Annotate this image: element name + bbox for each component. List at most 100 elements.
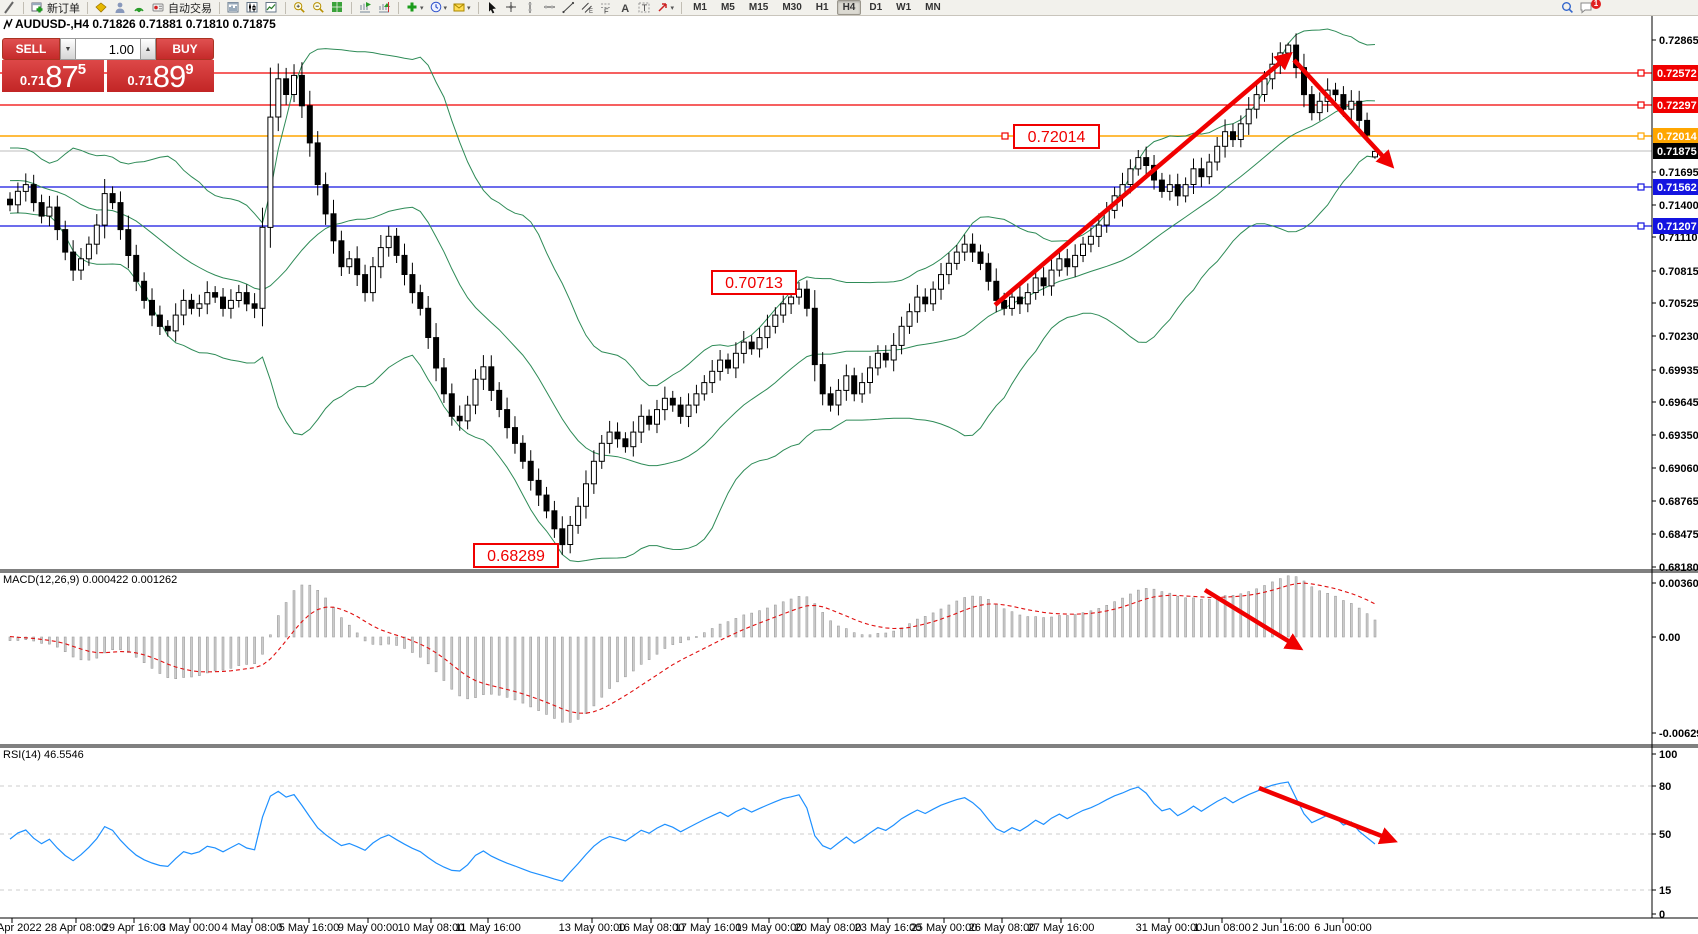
horizontal-line-icon[interactable] xyxy=(540,1,559,15)
macd-histogram-bar xyxy=(426,636,430,665)
macd-histogram-bar xyxy=(158,636,162,674)
chart-shift-icon[interactable] xyxy=(375,1,394,15)
time-tick-label: 29 Apr 16:00 xyxy=(103,922,165,934)
equidistant-channel-icon[interactable]: E xyxy=(578,1,597,15)
search-icon[interactable] xyxy=(1558,1,1577,15)
macd-histogram-bar xyxy=(545,636,548,715)
profile-icon[interactable] xyxy=(111,1,130,15)
macd-histogram-bar xyxy=(229,636,233,669)
annotation-box-0.72014[interactable] xyxy=(1013,124,1100,149)
timeframe-w1-button[interactable]: W1 xyxy=(896,2,912,13)
macd-down-arrow[interactable] xyxy=(1203,588,1304,651)
auto-scroll-icon[interactable] xyxy=(356,1,375,15)
partial-icon[interactable] xyxy=(0,1,19,15)
bar-chart-icon[interactable] xyxy=(224,1,243,15)
macd-histogram-bar xyxy=(766,607,769,638)
periods-button[interactable]: ▾ xyxy=(427,1,451,15)
annotation-box-0.70713[interactable] xyxy=(711,270,797,295)
macd-histogram-bar xyxy=(482,636,485,695)
toolbar-separator xyxy=(285,1,286,14)
templates-button-caret[interactable]: ▾ xyxy=(467,4,471,12)
macd-histogram-bar xyxy=(513,636,517,701)
signals-icon[interactable] xyxy=(130,1,149,15)
macd-histogram-bar xyxy=(758,610,761,638)
timeframe-m30-button[interactable]: M30 xyxy=(782,2,802,13)
line-handle[interactable] xyxy=(1637,132,1645,140)
buy-button[interactable]: BUY xyxy=(156,38,214,60)
timeframe-m5-button[interactable]: M5 xyxy=(720,2,735,13)
macd-histogram-bar xyxy=(608,636,611,689)
macd-histogram-bar xyxy=(418,636,422,658)
timeframe-h1-button[interactable]: H1 xyxy=(815,2,829,13)
volume-increase-button[interactable]: ▲ xyxy=(140,38,156,60)
price-badge-0.71562 xyxy=(1653,179,1698,195)
cursor-icon[interactable] xyxy=(483,1,502,15)
macd-histogram-bar xyxy=(1215,597,1219,638)
macd-histogram-bar xyxy=(631,636,635,672)
symbol-ohlc-line: AUDUSD-,H4 0.71826 0.71881 0.71810 0.718… xyxy=(15,17,276,31)
arrows-icon[interactable]: ▾ xyxy=(654,1,678,15)
add-indicator-button-caret[interactable]: ▾ xyxy=(420,4,424,12)
annotations: 0.72014 0.70713 0.68289 xyxy=(473,124,1100,568)
zoom-out-icon[interactable] xyxy=(309,1,328,15)
price-badge-label: 0.72297 xyxy=(1657,100,1697,112)
macd-histogram-bar xyxy=(1255,588,1258,638)
rsi-down-arrow[interactable] xyxy=(1258,785,1398,845)
macd-histogram-bar xyxy=(931,612,935,638)
macd-histogram-bar xyxy=(553,636,556,719)
text-label-icon[interactable]: T xyxy=(635,1,654,15)
zoom-in-icon[interactable] xyxy=(290,1,309,15)
chat-icon[interactable]: 1 xyxy=(1577,0,1601,15)
macd-histogram-bar xyxy=(639,636,643,665)
line-handle[interactable] xyxy=(1637,183,1645,191)
macd-histogram-bar xyxy=(324,597,327,638)
crosshair-icon[interactable] xyxy=(502,1,521,15)
annotation-box-0.68289[interactable] xyxy=(473,543,559,568)
sell-button[interactable]: SELL xyxy=(2,38,60,60)
macd-histogram-bar xyxy=(1081,612,1085,638)
arrows-icon-caret[interactable]: ▾ xyxy=(670,4,675,12)
line-handle[interactable] xyxy=(1001,132,1009,140)
timeframe-mn-button[interactable]: MN xyxy=(925,2,941,13)
new-order-button[interactable]: 新订单 xyxy=(28,1,83,15)
timeframe-m15-button[interactable]: M15 xyxy=(748,2,769,13)
toolbar-separator xyxy=(87,1,88,14)
trend-down-arrow[interactable] xyxy=(1292,58,1395,169)
timeframe-d1-button[interactable]: D1 xyxy=(869,2,883,13)
trendline-icon[interactable] xyxy=(559,1,578,15)
volume-input[interactable] xyxy=(76,38,140,60)
line-handle[interactable] xyxy=(1637,69,1645,77)
price-axis[interactable]: 0.72865 0.71695 0.71400 0.71110 0.70815 0.705… xyxy=(1652,35,1698,921)
volume-decrease-button[interactable]: ▼ xyxy=(60,38,76,60)
candlestick-chart-icon[interactable] xyxy=(243,1,262,15)
market-watch-icon[interactable] xyxy=(92,1,111,15)
buy-price[interactable]: 0.71 89 9 xyxy=(107,60,214,92)
time-tick-label: 27 May 16:00 xyxy=(1028,922,1095,934)
fibonacci-icon[interactable]: F xyxy=(597,1,616,15)
trend-up-arrow[interactable] xyxy=(993,51,1293,307)
tile-windows-icon[interactable] xyxy=(328,1,347,15)
line-handle[interactable] xyxy=(1637,101,1645,109)
autotrading-button[interactable]: 自动交易 xyxy=(149,1,215,15)
macd-histogram-bar xyxy=(1350,603,1353,638)
line-handle[interactable] xyxy=(1637,222,1645,230)
macd-histogram-bar xyxy=(1002,608,1006,638)
macd-histogram-bar xyxy=(276,615,280,638)
macd-histogram-bar xyxy=(134,636,138,658)
text-icon[interactable]: A xyxy=(616,1,635,15)
timeframe-m1-button[interactable]: M1 xyxy=(693,2,707,13)
sell-price[interactable]: 0.71 87 5 xyxy=(2,60,104,92)
vertical-line-icon[interactable] xyxy=(521,1,540,15)
annotation-text: 0.72014 xyxy=(1028,129,1086,146)
time-tick-label: 17 May 16:00 xyxy=(675,922,742,934)
timeframe-h4-button[interactable]: H4 xyxy=(836,0,862,15)
periods-button-caret[interactable]: ▾ xyxy=(443,4,448,12)
macd-histogram-bar xyxy=(568,636,572,723)
add-indicator-button[interactable]: ▾ xyxy=(403,1,427,15)
macd-histogram-bar xyxy=(1365,613,1369,638)
templates-button[interactable]: ▾ xyxy=(450,1,474,15)
rsi-tick-label: 0 xyxy=(1659,909,1665,921)
line-chart-icon[interactable] xyxy=(262,1,281,15)
